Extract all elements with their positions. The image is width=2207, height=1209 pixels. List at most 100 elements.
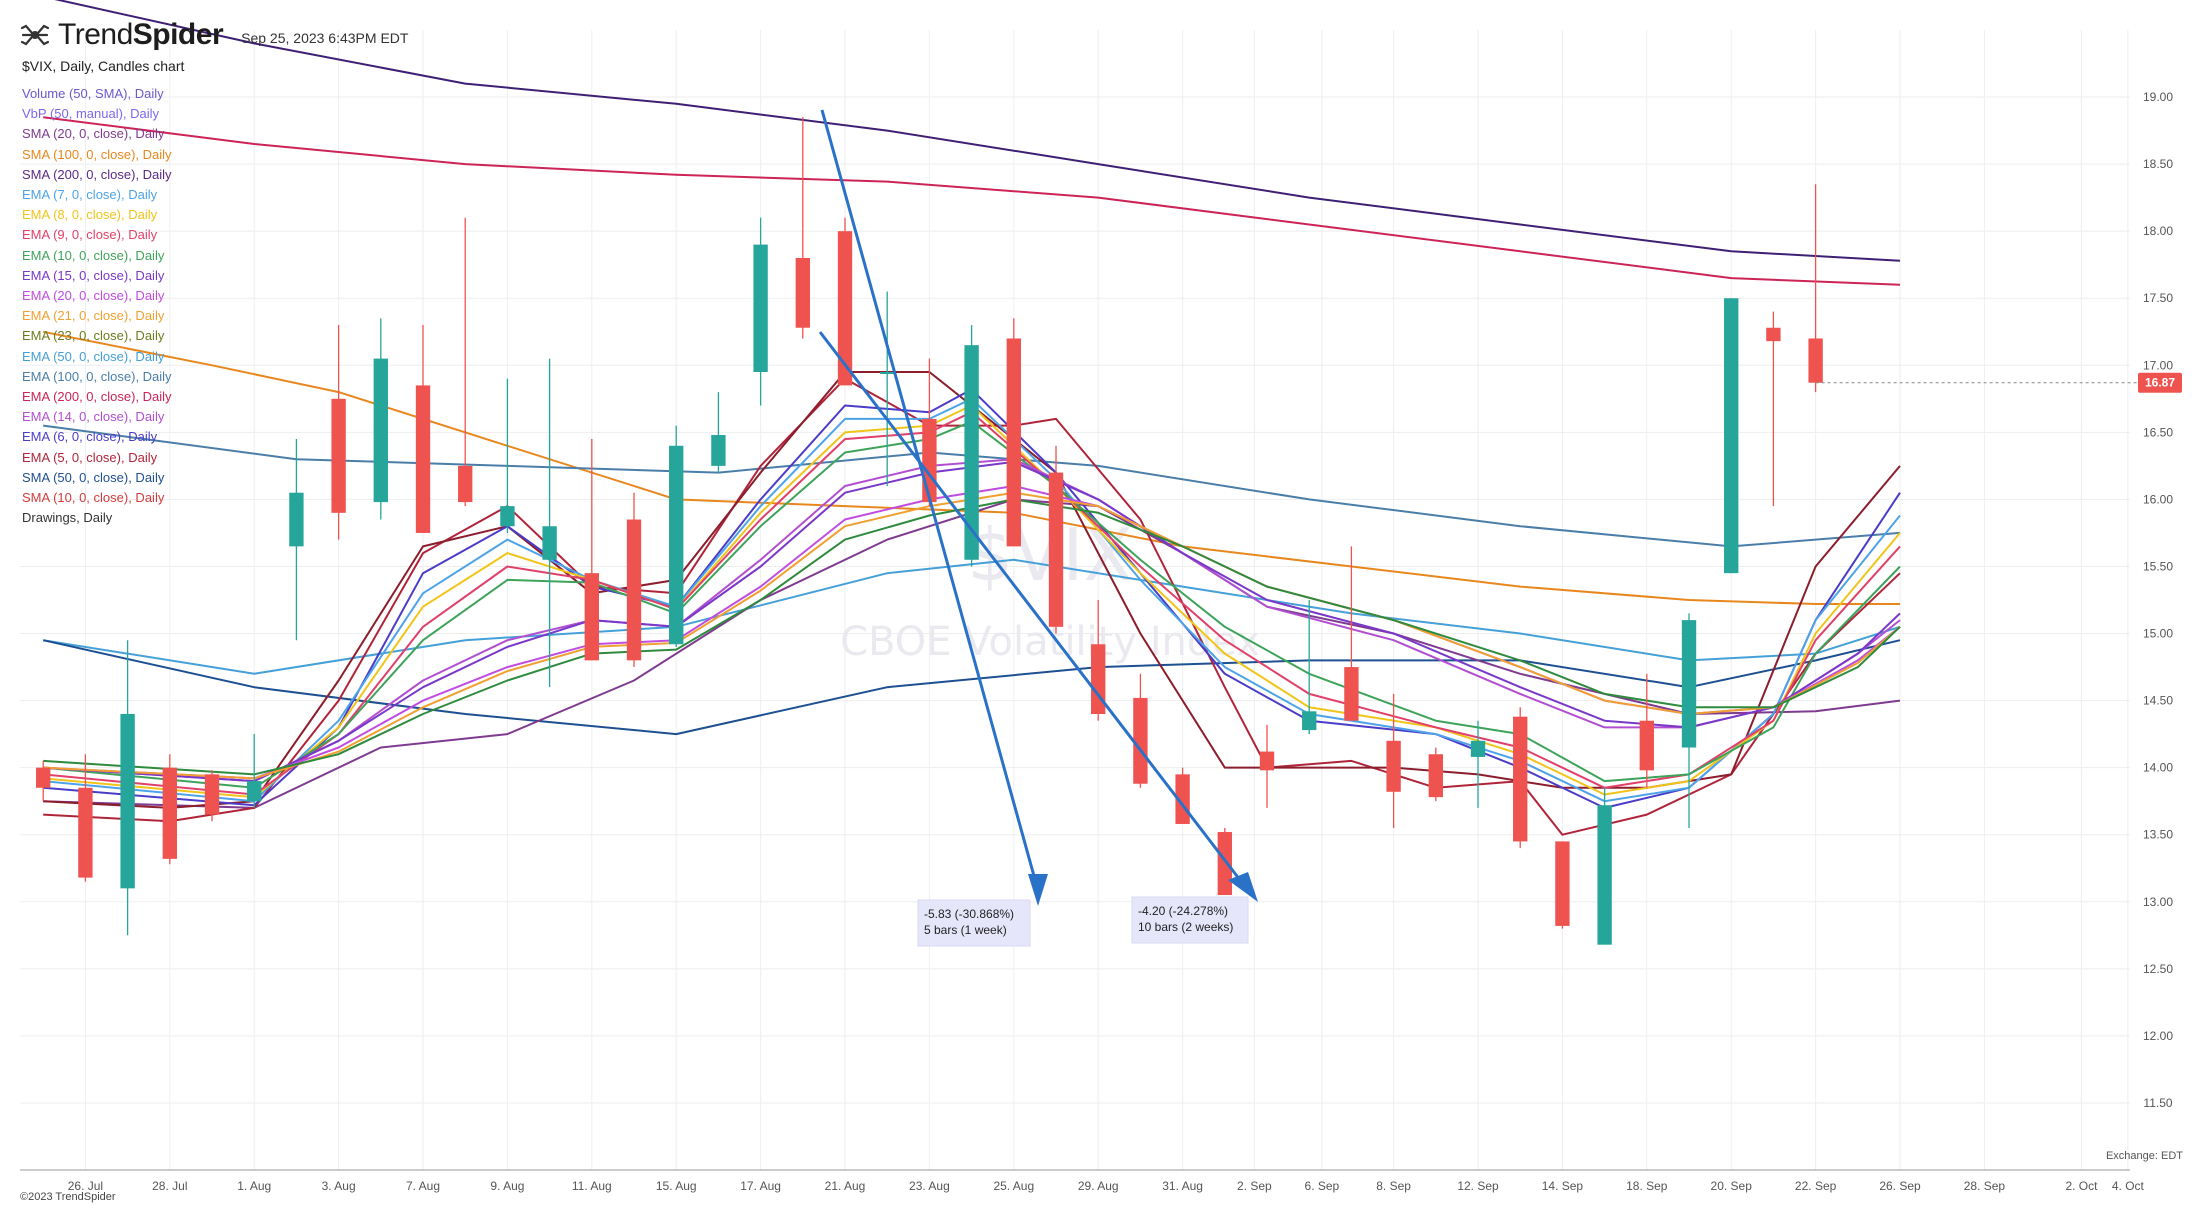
legend-item[interactable]: EMA (9, 0, close), Daily (22, 227, 158, 243)
candle[interactable] (500, 378, 515, 533)
candle[interactable] (289, 439, 304, 641)
legend-item[interactable]: EMA (10, 0, close), Daily (22, 247, 165, 263)
drawings[interactable]: -5.83 (-30.868%) 5 bars (1 week) -4.20 (… (818, 109, 1258, 947)
candle[interactable] (1513, 707, 1528, 849)
legend-item[interactable]: SMA (50, 0, close), Daily (22, 469, 165, 485)
legend-item[interactable]: EMA (8, 0, close), Daily (22, 207, 158, 223)
timestamp: Sep 25, 2023 6:43PM EDT (241, 30, 409, 46)
candle[interactable] (1808, 184, 1823, 393)
candle-body (1428, 754, 1443, 798)
candle[interactable] (837, 217, 853, 386)
candle[interactable] (458, 217, 473, 507)
candle[interactable] (1175, 767, 1190, 824)
candle-body (289, 492, 304, 547)
candle[interactable] (120, 640, 135, 936)
x-tick-label: 14. Sep (1542, 1179, 1584, 1193)
candle[interactable] (1386, 693, 1401, 828)
candle[interactable] (78, 754, 93, 882)
candle[interactable] (1724, 298, 1739, 574)
candle[interactable] (1639, 673, 1654, 788)
x-tick-label: 22. Sep (1795, 1179, 1837, 1193)
legend-item[interactable]: SMA (10, 0, close), Daily (22, 490, 165, 506)
candle[interactable] (964, 325, 979, 567)
candle[interactable] (1091, 600, 1106, 721)
candle[interactable] (880, 291, 895, 486)
legend-item[interactable]: SMA (200, 0, close), Daily (22, 166, 172, 182)
candle[interactable] (584, 439, 599, 661)
candle[interactable] (1259, 724, 1275, 808)
legend-item[interactable]: EMA (20, 0, close), Daily (22, 288, 165, 304)
candle[interactable] (795, 117, 810, 339)
measure-arrow-2[interactable] (818, 331, 1242, 881)
legend-item[interactable]: EMA (100, 0, close), Daily (22, 368, 172, 384)
candle-body (1386, 740, 1401, 792)
watermark: $VIX CBOE Volatility Index (840, 513, 1260, 665)
candle[interactable] (1344, 546, 1359, 721)
candle-body (1555, 841, 1570, 926)
candle[interactable] (1555, 841, 1570, 929)
indicator-legend[interactable]: Volume (50, SMA), Daily VbP (50, manual),… (22, 84, 172, 528)
candle[interactable] (1597, 787, 1612, 945)
candle-body (247, 781, 262, 802)
legend-item[interactable]: EMA (6, 0, close), Daily (22, 429, 158, 445)
candle-body (1470, 740, 1486, 757)
candle[interactable] (373, 318, 388, 520)
candle[interactable] (247, 734, 262, 808)
legend-item[interactable]: SMA (20, 0, close), Daily (22, 126, 165, 142)
measure-arrow-1[interactable] (820, 109, 1036, 877)
candle-body (500, 506, 515, 527)
x-tick-label: 4. Oct (2112, 1179, 2145, 1193)
candle[interactable] (1766, 311, 1781, 507)
candle[interactable] (1006, 318, 1021, 547)
candle[interactable] (753, 217, 768, 406)
candle[interactable] (204, 770, 220, 822)
app-header: TrendSpider Sep 25, 2023 6:43PM EDT (20, 18, 408, 52)
y-tick-label: 15.00 (2143, 627, 2173, 641)
x-tick-label: 21. Aug (825, 1179, 866, 1193)
legend-item[interactable]: EMA (23, 0, close), Daily (22, 328, 165, 344)
candle-body (669, 445, 684, 645)
y-tick-label: 13.50 (2143, 828, 2173, 842)
candle[interactable] (162, 754, 177, 865)
candle[interactable] (415, 325, 431, 533)
candle-body (1259, 751, 1275, 771)
candle[interactable] (1133, 673, 1148, 788)
candle[interactable] (1470, 720, 1486, 808)
y-tick-label: 14.50 (2143, 694, 2173, 708)
candle[interactable] (1302, 600, 1317, 735)
candle[interactable] (1428, 747, 1443, 802)
candle[interactable] (626, 492, 642, 668)
series-line (54, 0, 1901, 262)
candle[interactable] (1048, 445, 1064, 634)
legend-item[interactable]: EMA (200, 0, close), Daily (22, 389, 172, 405)
candles[interactable] (36, 117, 1823, 945)
chart-title: $VIX, Daily, Candles chart (22, 58, 185, 74)
candle[interactable] (711, 392, 726, 473)
trendspider-logo-icon (20, 24, 50, 46)
x-tick-label: 2. Oct (2065, 1179, 2098, 1193)
legend-item[interactable]: SMA (100, 0, close), Daily (22, 146, 172, 162)
candle[interactable] (669, 425, 684, 647)
legend-item[interactable]: Volume (50, SMA), Daily (22, 86, 164, 101)
x-tick-label: 7. Aug (406, 1179, 440, 1193)
candle[interactable] (36, 760, 51, 802)
legend-item[interactable]: VbP (50, manual), Daily (22, 106, 160, 122)
candle[interactable] (331, 325, 346, 540)
legend-item[interactable]: EMA (15, 0, close), Daily (22, 267, 165, 283)
y-tick-label: 12.00 (2143, 1029, 2173, 1043)
grid (20, 30, 2130, 1170)
legend-item[interactable]: EMA (21, 0, close), Daily (22, 308, 165, 324)
legend-item[interactable]: EMA (50, 0, close), Daily (22, 348, 165, 364)
candle[interactable] (542, 358, 557, 688)
legend-item[interactable]: Drawings, Daily (22, 510, 113, 526)
legend-item[interactable]: EMA (7, 0, close), Daily (22, 187, 158, 203)
legend-item[interactable]: EMA (5, 0, close), Daily (22, 449, 158, 465)
legend-item[interactable]: EMA (14, 0, close), Daily (22, 409, 165, 425)
candle[interactable] (1681, 613, 1697, 828)
measure-box-1-line1: -5.83 (-30.868%) (924, 907, 1014, 921)
candle-body (1681, 620, 1697, 748)
y-tick-label: 16.00 (2143, 492, 2173, 506)
x-tick-label: 6. Sep (1305, 1179, 1340, 1193)
candle-body (1091, 644, 1106, 714)
